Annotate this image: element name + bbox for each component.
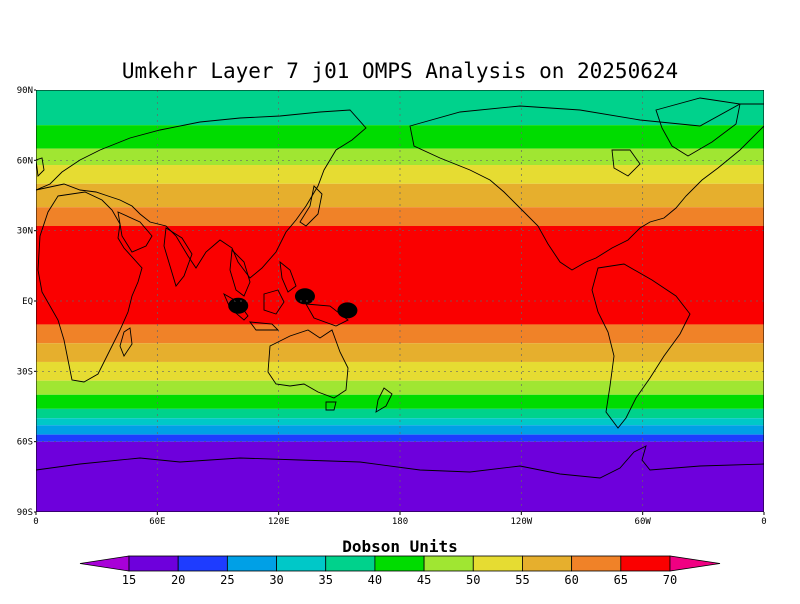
longitude-label: 180	[392, 517, 408, 527]
field-band	[36, 380, 764, 395]
coast-south-america	[591, 263, 691, 429]
latitude-label: 60N	[17, 156, 33, 166]
field-band	[36, 225, 764, 325]
latitude-label: EQ	[22, 297, 33, 307]
latitude-labels: 90N 60N 30N EQ 30S 60S 90S	[17, 86, 36, 518]
field-band	[36, 425, 764, 435]
coast-hudson-bay	[611, 149, 641, 177]
coast-north-america	[409, 103, 764, 271]
colorbar-box	[571, 555, 622, 572]
latitude-label: 90N	[17, 86, 33, 96]
coast-tasmania	[325, 401, 337, 411]
colorbar-boxes	[79, 555, 721, 572]
longitude-labels: 0 60E 120E 180 120W 60W 0	[33, 512, 767, 527]
colorbar-box	[325, 555, 376, 572]
latitude-label: 60S	[17, 438, 33, 448]
coast-antarctica	[36, 445, 764, 479]
coast-java	[249, 321, 280, 331]
field-band	[36, 183, 764, 208]
map-area	[36, 90, 764, 512]
coast-uk	[36, 157, 45, 177]
colorbar-tick-label: 50	[466, 573, 480, 587]
colorbar-tick-label: 60	[564, 573, 578, 587]
field-band	[36, 90, 764, 126]
longitude-label: 120E	[268, 517, 290, 527]
coastlines	[36, 97, 764, 479]
field-band	[36, 125, 764, 149]
colorbar-tick-label: 35	[319, 573, 333, 587]
longitude-label: 120W	[510, 517, 532, 527]
colorbar-tick-label: 20	[171, 573, 185, 587]
field-band	[36, 394, 764, 409]
longitude-label: 0	[33, 517, 38, 527]
coast-india	[163, 227, 193, 287]
coast-indochina	[229, 249, 251, 297]
colorbar-box	[177, 555, 228, 572]
coast-philippines	[279, 260, 297, 293]
gridlines	[36, 90, 764, 512]
field-bands	[36, 90, 764, 512]
colorbar-tick-label: 70	[663, 573, 677, 587]
field-maximum	[337, 302, 358, 319]
colorbar-box	[522, 555, 573, 572]
longitude-label: 0	[761, 517, 766, 527]
colorbar-box	[374, 555, 425, 572]
latitude-label: 90S	[17, 508, 33, 518]
coast-arabia	[117, 211, 153, 253]
coast-australia	[267, 329, 349, 399]
colorbar-title: Dobson Units	[342, 537, 458, 556]
coast-eurasia	[36, 109, 367, 279]
coast-madagascar	[119, 327, 133, 357]
latitude-label: 30N	[17, 227, 33, 237]
colorbar-tick-label: 40	[368, 573, 382, 587]
colorbar-tick-label: 30	[269, 573, 283, 587]
colorbar-box	[423, 555, 474, 572]
colorbar-tick-label: 25	[220, 573, 234, 587]
colorbar-arrow-low	[79, 555, 130, 572]
colorbar-box	[128, 555, 179, 572]
colorbar-box	[472, 555, 523, 572]
field-band	[36, 343, 764, 362]
coast-greenland	[655, 97, 741, 157]
colorbar-tick-label: 45	[417, 573, 431, 587]
colorbar-box	[276, 555, 327, 572]
coast-sumatra	[223, 292, 249, 321]
field-band	[36, 324, 764, 344]
colorbar-tick-label: 55	[515, 573, 529, 587]
map-title: Umkehr Layer 7 j01 OMPS Analysis on 2025…	[122, 59, 678, 83]
longitude-label: 60E	[149, 517, 165, 527]
latitude-label: 30S	[17, 367, 33, 377]
colorbar-arrow-high	[669, 555, 721, 572]
longitude-label: 60W	[635, 517, 652, 527]
coast-borneo	[263, 289, 285, 315]
field-band	[36, 408, 764, 419]
colorbar: Dobson Units 15 20 25 30 35 40 45 50 55 60 65 70	[79, 537, 721, 587]
field-maximum	[228, 297, 249, 314]
coast-japan	[299, 185, 323, 227]
field-band	[36, 441, 764, 512]
field-band	[36, 361, 764, 381]
colorbar-box	[226, 555, 277, 572]
coast-new-zealand	[375, 387, 393, 413]
colorbar-tick-label: 15	[122, 573, 136, 587]
colorbar-tick-label: 65	[614, 573, 628, 587]
colorbar-tick-labels: 15 20 25 30 35 40 45 50 55 60 65 70	[122, 573, 677, 587]
colorbar-box	[620, 555, 671, 572]
field-maximum	[294, 288, 315, 305]
coast-new-guinea	[305, 303, 349, 327]
